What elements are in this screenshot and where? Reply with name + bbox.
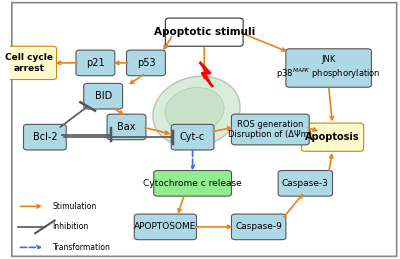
Text: Caspase-3: Caspase-3 bbox=[282, 179, 329, 188]
FancyBboxPatch shape bbox=[107, 114, 146, 140]
Text: Apoptosis: Apoptosis bbox=[305, 132, 360, 142]
Text: Transformation: Transformation bbox=[53, 243, 110, 252]
FancyBboxPatch shape bbox=[154, 170, 232, 196]
Text: ROS generation
Disruption of (ΔΨm): ROS generation Disruption of (ΔΨm) bbox=[228, 120, 312, 139]
Ellipse shape bbox=[165, 88, 224, 133]
Text: Cyt-c: Cyt-c bbox=[180, 132, 205, 142]
Text: Inhibition: Inhibition bbox=[53, 222, 89, 231]
Text: Bcl-2: Bcl-2 bbox=[32, 132, 57, 142]
FancyBboxPatch shape bbox=[278, 170, 332, 196]
Polygon shape bbox=[200, 63, 212, 86]
FancyBboxPatch shape bbox=[232, 114, 309, 145]
FancyBboxPatch shape bbox=[165, 18, 243, 46]
Text: BID: BID bbox=[94, 91, 112, 101]
Text: Apoptotic stimuli: Apoptotic stimuli bbox=[154, 27, 255, 37]
FancyBboxPatch shape bbox=[76, 50, 115, 76]
Text: Stimulation: Stimulation bbox=[53, 202, 97, 211]
FancyBboxPatch shape bbox=[232, 214, 286, 240]
Text: Bax: Bax bbox=[117, 122, 136, 132]
Ellipse shape bbox=[153, 76, 240, 147]
FancyBboxPatch shape bbox=[286, 49, 372, 87]
Text: JNK
p38$^{MAPK}$ phosphorylation: JNK p38$^{MAPK}$ phosphorylation bbox=[276, 55, 381, 81]
Text: Cytochrome c release: Cytochrome c release bbox=[143, 179, 242, 188]
FancyBboxPatch shape bbox=[134, 214, 196, 240]
FancyBboxPatch shape bbox=[126, 50, 165, 76]
FancyBboxPatch shape bbox=[302, 123, 364, 151]
Text: Cell cycle
arrest: Cell cycle arrest bbox=[5, 53, 53, 73]
Text: Caspase-9: Caspase-9 bbox=[235, 222, 282, 231]
FancyBboxPatch shape bbox=[84, 83, 123, 109]
FancyBboxPatch shape bbox=[2, 46, 56, 80]
FancyBboxPatch shape bbox=[24, 124, 66, 150]
Text: APOPTOSOME: APOPTOSOME bbox=[134, 222, 196, 231]
FancyBboxPatch shape bbox=[171, 124, 214, 150]
Text: p53: p53 bbox=[137, 58, 155, 68]
Text: p21: p21 bbox=[86, 58, 105, 68]
